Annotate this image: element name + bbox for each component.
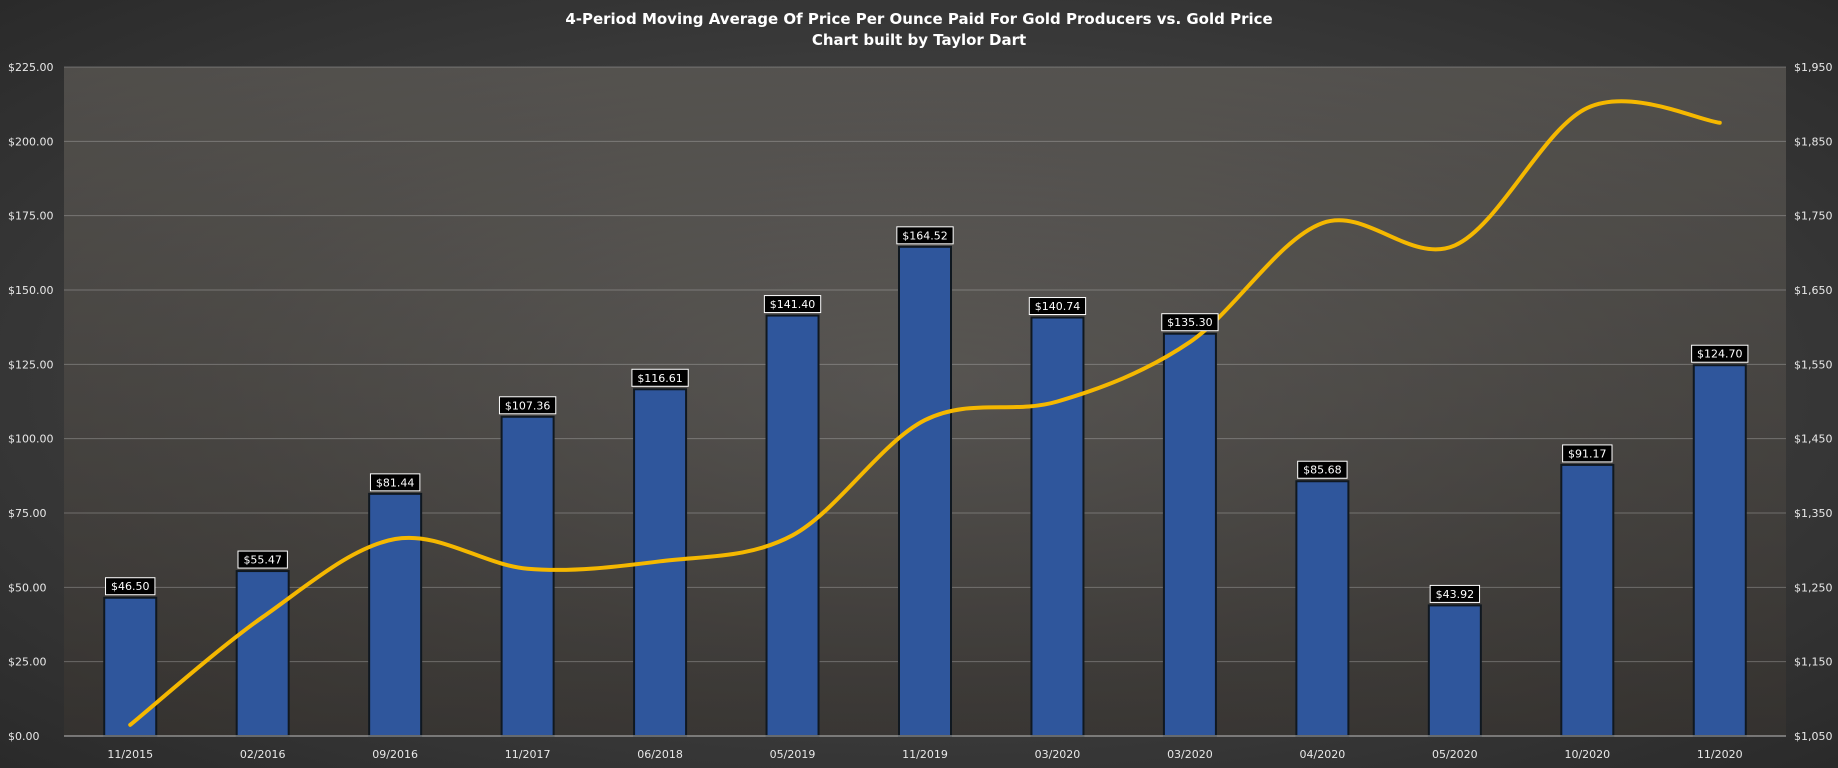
- y-right-tick-label: $1,350: [1794, 507, 1833, 520]
- data-label: $81.44: [376, 476, 415, 489]
- data-label: $55.47: [243, 554, 282, 567]
- bar: [765, 314, 820, 737]
- y-left-tick-label: $125.00: [8, 358, 54, 371]
- y-left-tick-label: $175.00: [8, 210, 54, 223]
- data-label-box: [1161, 313, 1219, 332]
- y-left-tick-label: $50.00: [8, 581, 47, 594]
- bar: [368, 492, 423, 738]
- data-label-box: [896, 226, 954, 245]
- chart-title: 4-Period Moving Average Of Price Per Oun…: [565, 10, 1272, 28]
- y-right-tick-label: $1,150: [1794, 656, 1833, 669]
- data-label: $116.61: [637, 372, 683, 385]
- data-label: $124.70: [1697, 348, 1743, 361]
- bar: [1560, 463, 1615, 737]
- data-label-box: [498, 396, 557, 415]
- x-tick-label: 03/2020: [1167, 748, 1213, 761]
- x-tick-label: 10/2020: [1564, 748, 1610, 761]
- x-tick-label: 11/2020: [1697, 748, 1743, 761]
- y-right-tick-label: $1,650: [1794, 284, 1833, 297]
- gold-price-line: [128, 99, 1722, 727]
- y-right-tick-label: $1,850: [1794, 135, 1833, 148]
- data-label-box: [1691, 344, 1749, 363]
- y-right-tick-label: $1,550: [1794, 358, 1833, 371]
- y-left-tick-label: $0.00: [8, 730, 40, 743]
- x-tick-label: 02/2016: [240, 748, 286, 761]
- data-label: $164.52: [902, 229, 948, 242]
- bar: [1162, 332, 1217, 737]
- y-left-tick-label: $75.00: [8, 507, 47, 520]
- y-left-tick-label: $225.00: [8, 61, 54, 74]
- data-label-box: [1429, 584, 1481, 603]
- data-labels: $46.50 $55.47 $81.44 $107.36 $116.61 $141.40 $…: [105, 226, 1749, 603]
- bar: [898, 245, 952, 737]
- x-tick-label: 03/2020: [1035, 748, 1081, 761]
- y-left-tick-label: $200.00: [8, 135, 54, 148]
- y-right-tick-label: $1,750: [1794, 210, 1833, 223]
- x-tick-label: 05/2020: [1432, 748, 1478, 761]
- data-label-box: [105, 577, 156, 596]
- bar: [1427, 604, 1482, 737]
- y-right-tick-label: $1,250: [1794, 581, 1833, 594]
- bar: [500, 415, 555, 737]
- data-label-box: [1562, 444, 1613, 463]
- data-label: $107.36: [505, 399, 551, 412]
- data-label-box: [1028, 297, 1087, 316]
- y-left-tick-label: $100.00: [8, 433, 54, 446]
- x-tick-label: 04/2020: [1300, 748, 1346, 761]
- data-label: $46.50: [111, 580, 150, 593]
- y-right-tick-label: $1,450: [1794, 433, 1833, 446]
- data-label: $141.40: [770, 298, 816, 311]
- gold-price-line-group: [128, 99, 1722, 727]
- data-label: $135.30: [1167, 316, 1213, 329]
- axes: $0.00 $25.00 $50.00 $75.00 $100.00 $125.00 $15…: [8, 61, 1833, 761]
- y-left-tick-label: $150.00: [8, 284, 54, 297]
- y-right-tick-label: $1,050: [1794, 730, 1833, 743]
- data-label: $91.17: [1568, 447, 1607, 460]
- bar: [1295, 480, 1350, 738]
- data-label-box: [237, 550, 288, 569]
- data-label: $85.68: [1303, 464, 1342, 477]
- bar: [1692, 364, 1747, 737]
- bar: [103, 596, 158, 737]
- bars: [103, 245, 1747, 738]
- data-label: $140.74: [1035, 300, 1081, 313]
- y-left-tick-label: $25.00: [8, 656, 47, 669]
- y-right-tick-label: $1,950: [1794, 61, 1833, 74]
- x-tick-label: 11/2017: [505, 748, 551, 761]
- bar: [1030, 316, 1085, 737]
- x-tick-label: 05/2019: [770, 748, 816, 761]
- x-tick-label: 06/2018: [637, 748, 683, 761]
- data-label-box: [763, 295, 822, 314]
- data-label-box: [369, 473, 421, 492]
- bar: [235, 570, 290, 738]
- x-tick-label: 11/2019: [902, 748, 948, 761]
- data-label-box: [631, 368, 689, 387]
- chart-subtitle: Chart built by Taylor Dart: [812, 31, 1026, 49]
- x-tick-label: 09/2016: [372, 748, 418, 761]
- data-label: $43.92: [1436, 588, 1475, 601]
- data-label-box: [1297, 460, 1348, 479]
- x-tick-label: 11/2015: [107, 748, 153, 761]
